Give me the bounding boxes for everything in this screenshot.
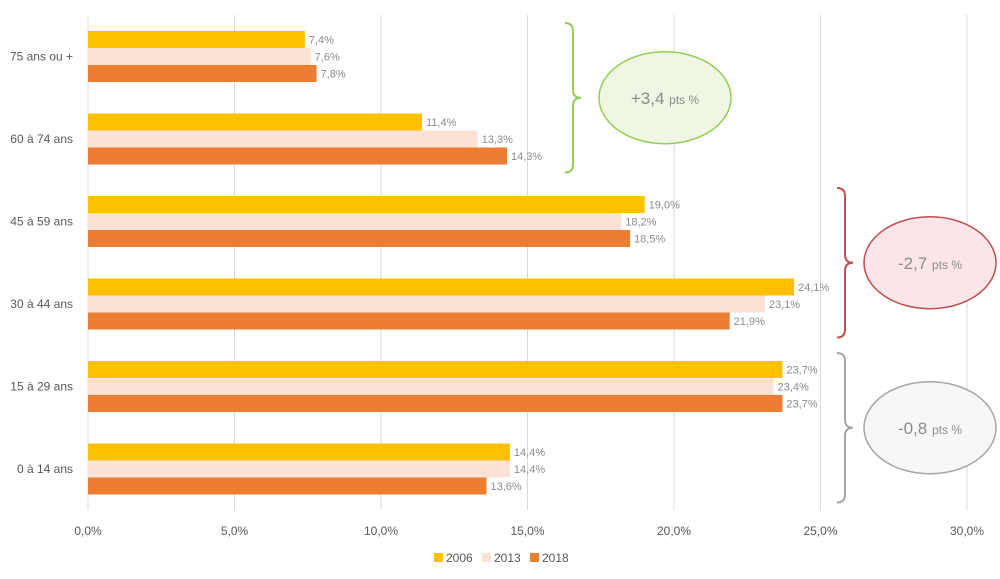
bar-label: 24,1%: [798, 282, 829, 294]
bar-label: 18,5%: [634, 234, 665, 246]
annotation-value: +3,4: [631, 89, 669, 108]
brace: [836, 187, 854, 339]
bar: [88, 395, 783, 412]
x-tick-label: 30,0%: [950, 524, 984, 538]
bar-label: 7,4%: [309, 35, 334, 47]
annotation-value: -0,8: [898, 419, 932, 438]
annotation-unit: pts %: [932, 423, 962, 437]
grid: [87, 15, 968, 510]
category-label: 0 à 14 ans: [17, 462, 73, 476]
category-labels: 75 ans ou + 60 à 74 ans 45 à 59 ans 30 à 44…: [10, 50, 73, 477]
bar: [88, 443, 510, 461]
bar: [88, 477, 487, 495]
bar-label: 7,8%: [321, 69, 346, 81]
category-label: 60 à 74 ans: [10, 132, 73, 146]
legend-swatch: [434, 553, 443, 562]
category-label: 30 à 44 ans: [10, 297, 73, 311]
bar-label: 13,6%: [490, 481, 521, 493]
bar: [88, 378, 774, 395]
annotation-value: -2,7: [898, 254, 932, 273]
legend-label: 2013: [494, 551, 521, 565]
x-tick-label: 5,0%: [221, 524, 249, 538]
bar: [88, 196, 645, 213]
bar-label: 23,1%: [769, 299, 800, 311]
annotation-ellipse: [598, 51, 732, 145]
bar: [88, 65, 317, 82]
legend-swatch: [482, 553, 491, 562]
bar-label: 23,7%: [786, 399, 817, 411]
annotations: +3,4 pts %-2,7 pts %-0,8 pts %: [564, 22, 997, 504]
bar: [88, 278, 795, 296]
x-tick-label: 20,0%: [657, 524, 691, 538]
annotation-unit: pts %: [669, 93, 699, 107]
bar: [88, 130, 478, 148]
bar-label: 23,7%: [786, 365, 817, 377]
brace: [836, 352, 854, 504]
bar-label: 23,4%: [778, 382, 809, 394]
bar-label: 21,9%: [734, 316, 765, 328]
bar: [88, 213, 622, 230]
annotation-unit: pts %: [932, 258, 962, 272]
bar-label: 11,4%: [426, 117, 457, 129]
bar-label: 14,4%: [514, 447, 545, 459]
annotation-label: -2,7 pts %: [898, 254, 962, 273]
bar-label: 19,0%: [649, 200, 680, 212]
bar: [88, 295, 765, 313]
bar-labels: 7,4% 7,6% 7,8% 11,4% 13,3% 14,3% 19,0% 18,2% 18,…: [309, 35, 830, 494]
bar-label: 18,2%: [625, 217, 656, 229]
bar-label: 14,4%: [514, 464, 545, 476]
x-tick-label: 0,0%: [74, 524, 102, 538]
legend-label: 2006: [446, 551, 473, 565]
bar: [88, 361, 783, 378]
legend-swatch: [530, 553, 539, 562]
bar: [88, 460, 510, 478]
annotation-ellipse: [863, 381, 997, 475]
legend-label: 2018: [542, 551, 569, 565]
category-label: 15 à 29 ans: [10, 380, 73, 394]
x-axis-tick-labels: 0,0% 5,0% 10,0% 15,0% 20,0% 25,0% 30,0%: [74, 524, 984, 538]
bar-label: 7,6%: [315, 52, 340, 64]
category-label: 75 ans ou +: [10, 50, 73, 64]
bar-label: 14,3%: [511, 151, 542, 163]
bar: [88, 230, 631, 247]
bar: [88, 113, 423, 131]
bar-label: 13,3%: [482, 134, 513, 146]
annotation-label: +3,4 pts %: [631, 89, 700, 108]
bars: [88, 31, 795, 495]
bar: [88, 31, 305, 48]
bar: [88, 312, 730, 330]
x-tick-label: 25,0%: [803, 524, 837, 538]
category-label: 45 à 59 ans: [10, 215, 73, 229]
x-tick-label: 10,0%: [364, 524, 398, 538]
legend: 2006 2013 2018: [434, 551, 569, 565]
bar: [88, 48, 311, 65]
annotation-ellipse: [863, 216, 997, 310]
bar: [88, 147, 507, 165]
annotation-label: -0,8 pts %: [898, 419, 962, 438]
x-tick-label: 15,0%: [510, 524, 544, 538]
brace: [564, 22, 582, 174]
